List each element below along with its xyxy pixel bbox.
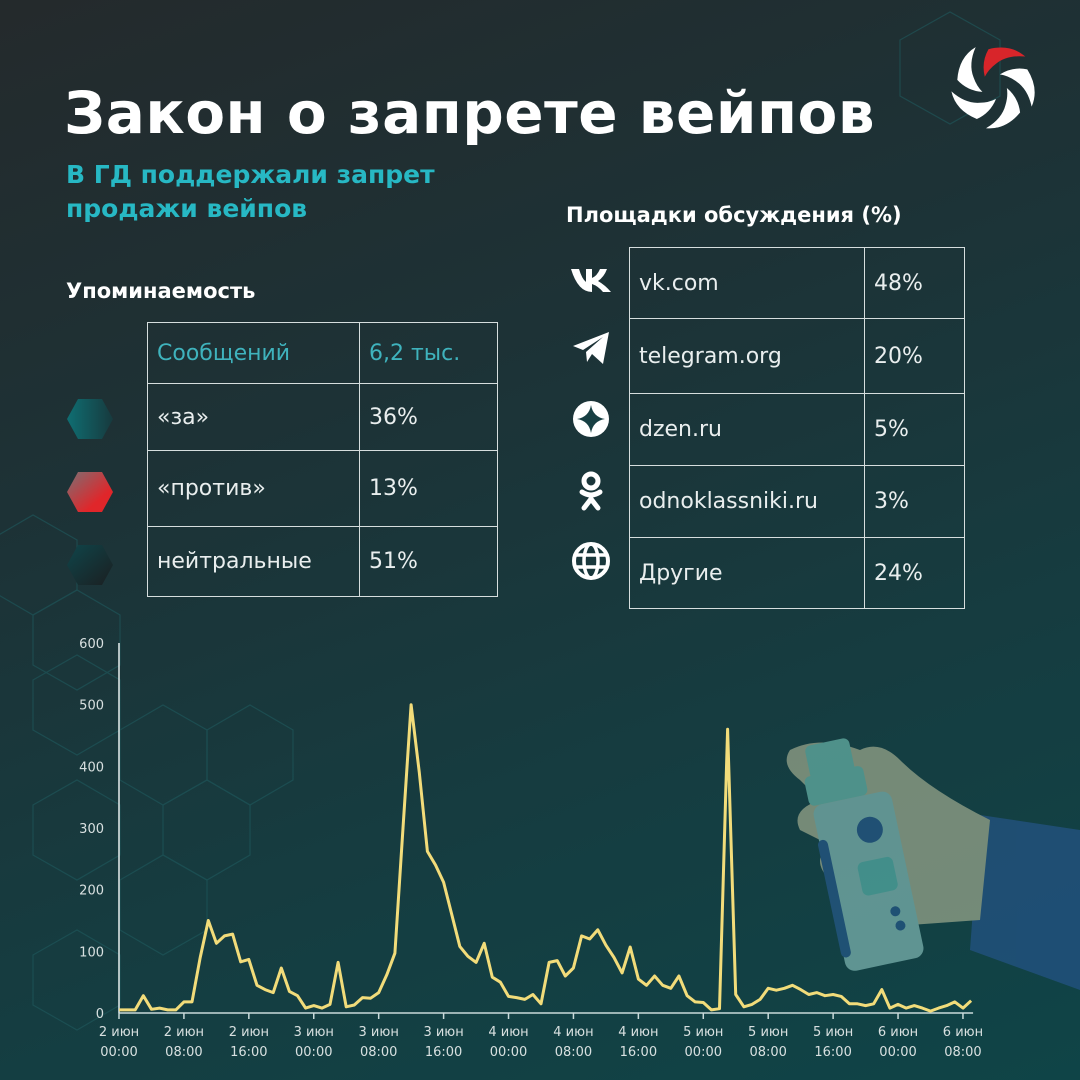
pro-label: «за» [147,383,360,451]
page-subtitle: В ГД поддержали запрет продажи вейпов [66,160,435,223]
vk-icon [571,269,611,292]
platform-label: dzen.ru [629,393,865,466]
x-tick-label: 00:00 [490,1045,527,1060]
pro-value: 36% [359,383,498,451]
y-axis: 0 100 200 300 400 500 600 [79,637,120,1022]
x-tick-label: 00:00 [879,1045,916,1060]
y-tick-label: 500 [79,699,104,714]
dark-hexagon-icon [67,545,113,585]
odnoklassniki-icon [579,471,603,511]
platform-value: 48% [864,247,965,319]
table-row: «против» 13% [147,450,498,527]
x-tick-label: 16:00 [425,1045,462,1060]
platform-value: 24% [864,537,965,609]
mentions-table: Сообщений 6,2 тыс. «за» 36% «против» 13%… [147,322,498,597]
messages-value: 6,2 тыс. [359,322,498,384]
x-tick-label: 2 июн [99,1025,139,1040]
platform-value: 20% [864,318,965,394]
platform-value: 3% [864,465,965,538]
page-title: Закон о запрете вейпов [64,79,876,147]
x-tick-label: 00:00 [685,1045,722,1060]
hand-holding-vape-illustration [786,738,1080,990]
table-row: dzen.ru 5% [629,393,965,466]
x-tick-label: 5 июн [813,1025,853,1040]
x-tick-label: 3 июн [359,1025,399,1040]
platform-label: odnoklassniki.ru [629,465,865,538]
y-tick-label: 0 [96,1007,104,1022]
mentions-heading: Упоминаемость [66,279,256,303]
messages-label: Сообщений [147,322,360,384]
x-tick-label: 00:00 [100,1045,137,1060]
neutral-label: нейтральные [147,526,360,597]
x-tick-label: 3 июн [423,1025,463,1040]
x-tick-label: 08:00 [944,1045,981,1060]
brand-logo-icon [951,47,1035,129]
x-tick-label: 00:00 [295,1045,332,1060]
x-tick-label: 08:00 [360,1045,397,1060]
table-row: «за» 36% [147,383,498,451]
x-tick-label: 08:00 [749,1045,786,1060]
x-tick-label: 6 июн [943,1025,983,1040]
table-row: нейтральные 51% [147,526,498,597]
contra-value: 13% [359,450,498,527]
x-tick-label: 4 июн [488,1025,528,1040]
red-hexagon-icon [67,472,113,512]
x-tick-label: 3 июн [294,1025,334,1040]
telegram-icon [573,332,609,364]
contra-label: «против» [147,450,360,527]
table-row: Другие 24% [629,537,965,609]
dzen-icon [573,401,609,437]
x-tick-label: 4 июн [553,1025,593,1040]
x-tick-label: 16:00 [814,1045,851,1060]
y-tick-label: 400 [79,760,104,775]
x-tick-label: 08:00 [165,1045,202,1060]
platforms-table: vk.com 48% telegram.org 20% dzen.ru 5% o… [629,247,965,609]
platform-label: Другие [629,537,865,609]
platform-label: telegram.org [629,318,865,394]
table-row: vk.com 48% [629,247,965,319]
x-tick-label: 4 июн [618,1025,658,1040]
platform-label: vk.com [629,247,865,319]
globe-icon [572,542,610,580]
platforms-heading: Площадки обсуждения (%) [566,203,902,227]
x-tick-label: 2 июн [229,1025,269,1040]
y-tick-label: 600 [79,637,104,652]
x-tick-label: 5 июн [683,1025,723,1040]
table-row: telegram.org 20% [629,318,965,394]
table-row: Сообщений 6,2 тыс. [147,322,498,384]
x-axis: 2 июн 00:00 2 июн 08:00 2 июн 16:00 3 июн 00:00… [99,1012,983,1060]
x-tick-label: 16:00 [620,1045,657,1060]
x-tick-label: 2 июн [164,1025,204,1040]
x-tick-label: 08:00 [555,1045,592,1060]
table-row: odnoklassniki.ru 3% [629,465,965,538]
platform-value: 5% [864,393,965,466]
x-tick-label: 16:00 [230,1045,267,1060]
chart-series-line [119,703,973,1013]
x-tick-label: 5 июн [748,1025,788,1040]
neutral-value: 51% [359,526,498,597]
x-tick-label: 6 июн [878,1025,918,1040]
mentions-line-chart: 0 100 200 300 400 500 600 2 июн 00:00 2 июн 08:00… [79,637,983,1060]
y-tick-label: 100 [79,945,104,960]
y-tick-label: 300 [79,822,104,837]
teal-hexagon-icon [67,399,113,439]
y-tick-label: 200 [79,884,104,899]
